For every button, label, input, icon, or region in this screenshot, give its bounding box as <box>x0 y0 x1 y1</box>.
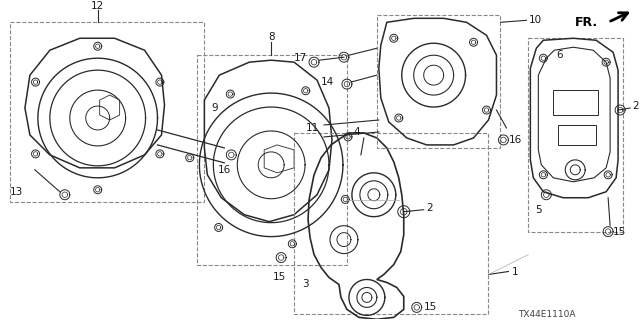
Text: 16: 16 <box>218 165 231 175</box>
Text: 3: 3 <box>303 279 309 290</box>
Text: 2: 2 <box>632 101 639 111</box>
Text: 15: 15 <box>613 227 627 236</box>
Text: 10: 10 <box>529 15 541 25</box>
Text: 12: 12 <box>91 1 104 12</box>
Text: FR.: FR. <box>575 16 598 29</box>
Text: 15: 15 <box>273 273 286 283</box>
Text: 14: 14 <box>321 77 334 87</box>
Text: 2: 2 <box>427 203 433 213</box>
Text: 4: 4 <box>353 127 360 137</box>
Text: 13: 13 <box>10 187 23 197</box>
Text: 1: 1 <box>511 267 518 276</box>
Text: 8: 8 <box>268 32 275 42</box>
Text: 16: 16 <box>508 135 522 145</box>
Text: 6: 6 <box>556 50 563 60</box>
Text: 15: 15 <box>424 302 437 312</box>
Text: 9: 9 <box>211 103 218 113</box>
Text: 17: 17 <box>294 53 307 63</box>
Text: 5: 5 <box>535 205 541 215</box>
Text: TX44E1110A: TX44E1110A <box>518 310 576 319</box>
Text: 11: 11 <box>306 123 319 133</box>
